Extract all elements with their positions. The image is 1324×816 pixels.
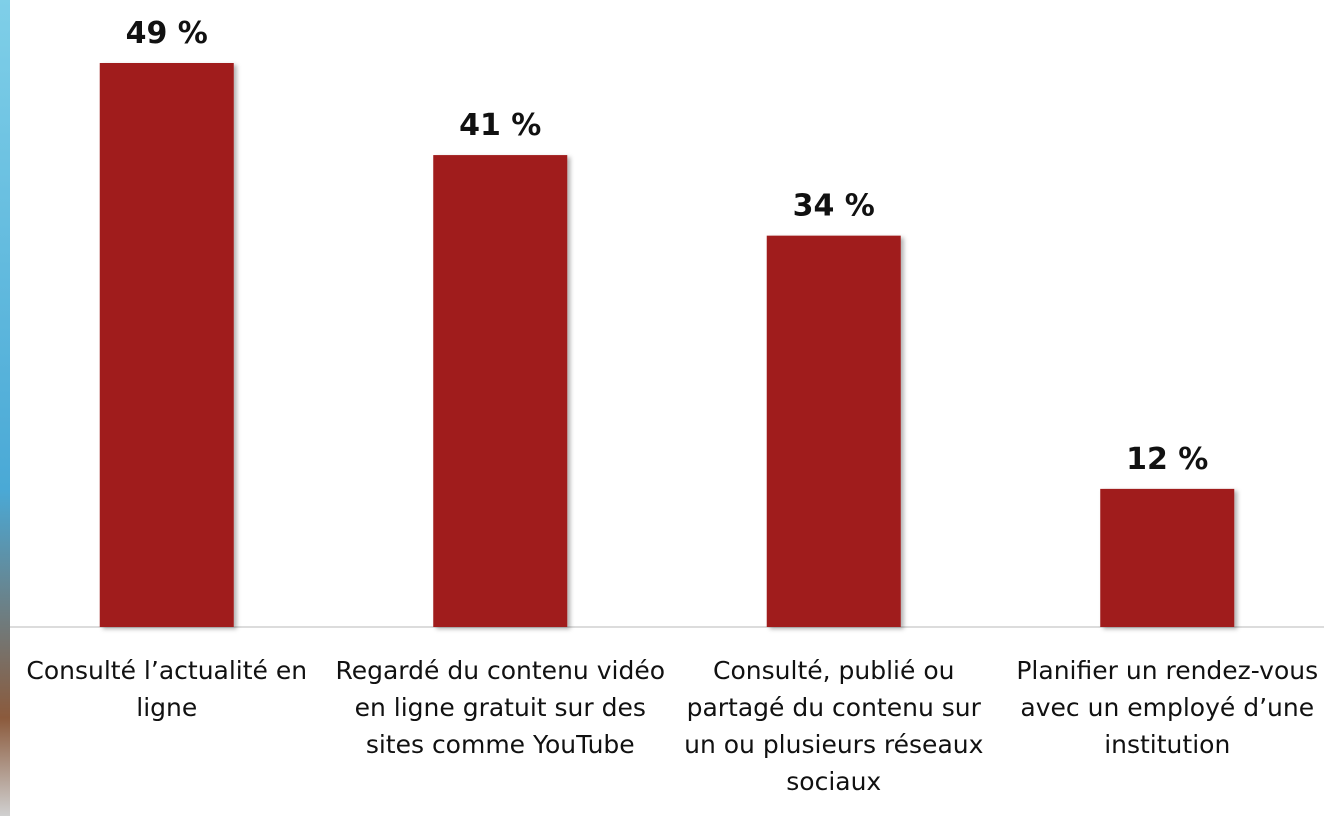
bar — [99, 63, 234, 627]
x-tick-label: Consulté l’actualité en ligne — [26, 656, 308, 722]
value-label: 12 % — [1126, 442, 1208, 477]
x-tick-label: Consulté, publié ou partagé du contenu s… — [684, 656, 984, 796]
x-tick-label: Planifier un rendez-vous avec un employé… — [1016, 656, 1319, 759]
bar — [1100, 488, 1235, 627]
value-label: 41 % — [459, 108, 541, 143]
bar — [766, 235, 901, 627]
x-tick-label: Regardé du contenu vidéo en ligne gratui… — [335, 656, 665, 759]
value-label: 49 % — [126, 16, 208, 51]
bar — [433, 155, 568, 627]
side-decoration — [0, 0, 10, 816]
value-label: 34 % — [793, 189, 875, 224]
